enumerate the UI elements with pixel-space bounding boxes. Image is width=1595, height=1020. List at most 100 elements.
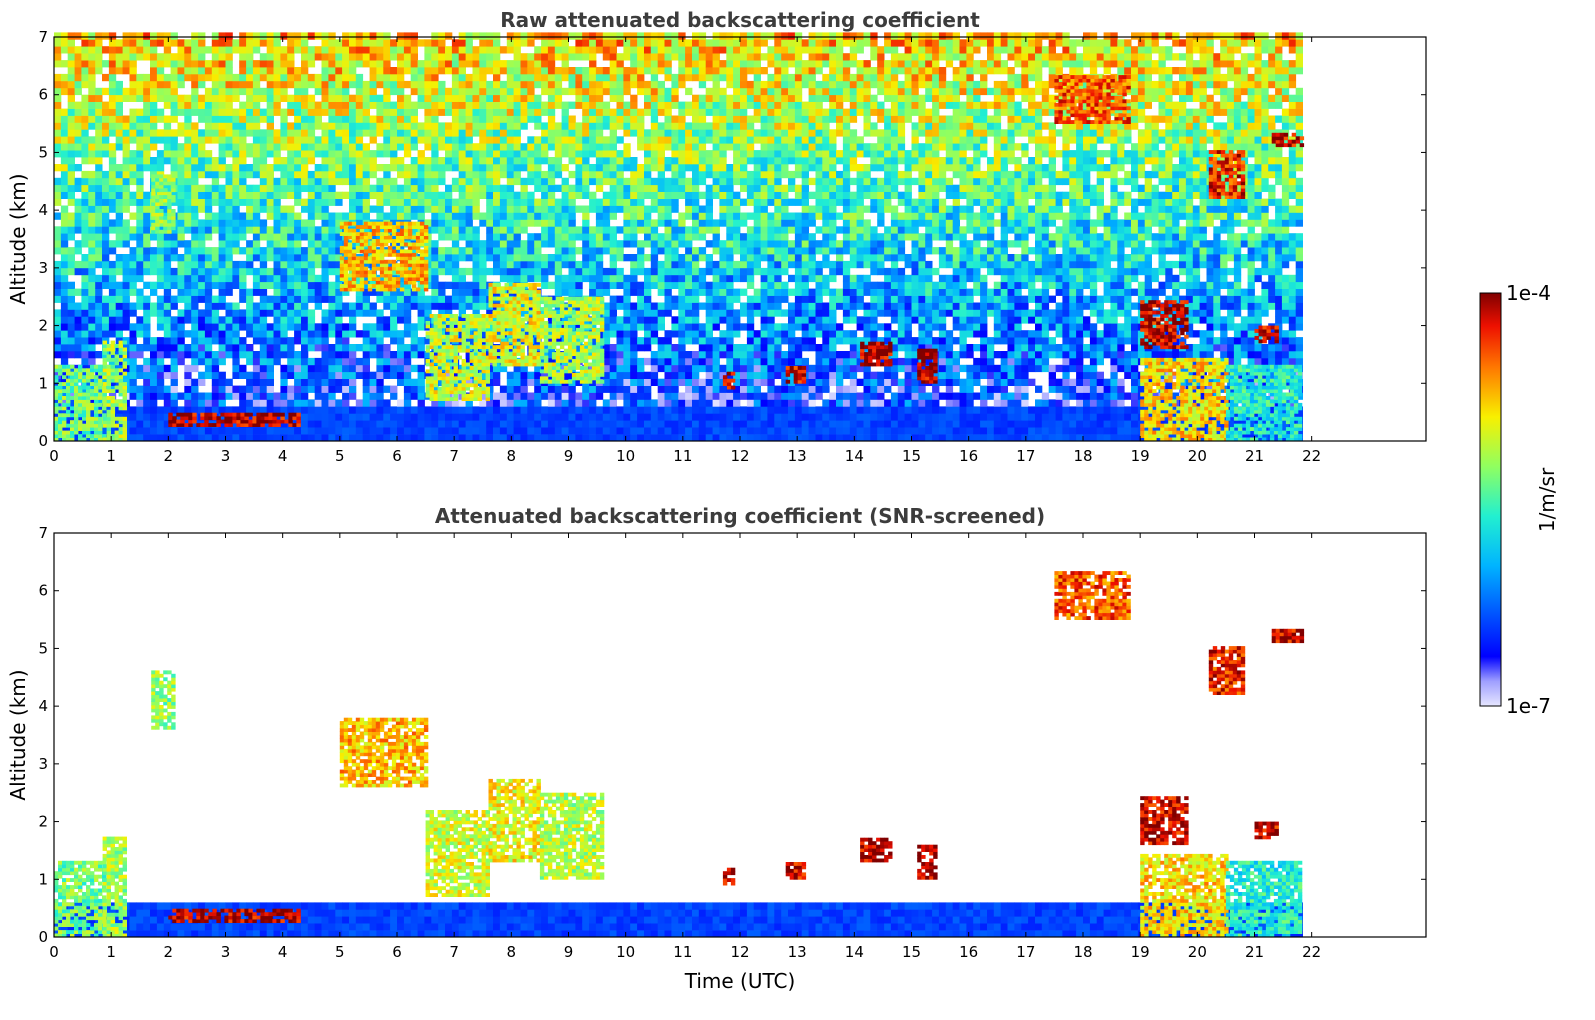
backscatter-cell — [664, 267, 672, 276]
backscatter-cell — [541, 157, 549, 165]
backscatter-cell — [307, 115, 316, 123]
backscatter-cell — [301, 371, 309, 379]
backscatter-cell — [156, 254, 165, 262]
backscatter-cell — [685, 108, 693, 116]
backscatter-cell — [479, 164, 487, 172]
backscatter-cell — [163, 364, 172, 373]
backscatter-cell — [486, 427, 494, 435]
backscatter-cell — [314, 150, 322, 158]
backscatter-cell — [232, 115, 240, 123]
backscatter-cell — [410, 198, 418, 206]
backscatter-cell — [698, 351, 707, 359]
backscatter-cell — [54, 87, 62, 96]
backscatter-cell — [692, 170, 700, 179]
backscatter-cell — [637, 420, 645, 428]
backscatter-cell — [602, 309, 611, 317]
backscatter-cell — [294, 87, 302, 96]
backscatter-cell — [225, 302, 233, 310]
backscatter-cell — [88, 357, 96, 366]
backscatter-cell — [95, 87, 103, 96]
backscatter-cell — [60, 226, 69, 234]
backscatter-cell — [534, 46, 542, 54]
backscatter-cell — [211, 406, 220, 414]
backscatter-cell — [506, 177, 515, 186]
backscatter-cell — [115, 309, 123, 317]
backscatter-cell — [266, 108, 274, 116]
backscatter-cell — [218, 413, 226, 421]
backscatter-cell — [664, 101, 672, 109]
backscatter-cell — [287, 60, 295, 68]
backscatter-cell — [225, 177, 233, 186]
backscatter-cell — [67, 295, 75, 303]
backscatter-cell — [397, 122, 405, 130]
backscatter-cell — [252, 150, 261, 158]
backscatter-cell — [355, 32, 364, 40]
backscatter-cell — [198, 191, 206, 199]
backscatter-cell — [362, 337, 370, 345]
backscatter-cell — [644, 32, 652, 40]
backscatter-cell — [685, 420, 693, 428]
backscatter-cell — [301, 233, 309, 241]
backscatter-cell — [678, 337, 686, 345]
backscatter-cell — [362, 302, 370, 310]
backscatter-cell — [671, 247, 679, 255]
backscatter-cell — [321, 212, 329, 220]
backscatter-cell — [637, 129, 645, 137]
backscatter-cell — [60, 247, 69, 255]
backscatter-cell — [198, 392, 206, 400]
backscatter-cell — [362, 198, 370, 206]
backscatter-cell — [259, 330, 268, 338]
backscatter-cell — [198, 101, 206, 109]
backscatter-cell — [431, 351, 439, 359]
backscatter-cell — [88, 281, 96, 289]
backscatter-cell — [81, 323, 89, 331]
backscatter-cell — [431, 60, 439, 68]
backscatter-cell — [445, 101, 453, 109]
backscatter-cell — [355, 60, 364, 68]
backscatter-cell — [287, 295, 295, 303]
backscatter-cell — [198, 351, 206, 359]
backscatter-cell — [595, 226, 604, 234]
backscatter-cell — [259, 191, 268, 199]
backscatter-cell — [143, 136, 151, 144]
backscatter-cell — [191, 288, 199, 296]
backscatter-cell — [287, 101, 295, 109]
backscatter-cell — [129, 378, 137, 386]
backscatter-cell — [184, 226, 192, 234]
backscatter-cell — [541, 80, 549, 89]
backscatter-cell — [349, 371, 357, 379]
backscatter-cell — [472, 427, 480, 435]
backscatter-cell — [685, 295, 693, 303]
backscatter-cell — [355, 226, 364, 234]
backscatter-cell — [410, 212, 418, 220]
backscatter-cell — [520, 212, 528, 220]
backscatter-cell — [218, 254, 226, 262]
backscatter-cell — [321, 274, 329, 283]
backscatter-cell — [184, 351, 192, 359]
backscatter-cell — [554, 46, 563, 54]
backscatter-cell — [595, 267, 604, 276]
backscatter-cell — [349, 67, 357, 75]
backscatter-cell — [95, 240, 103, 248]
backscatter-cell — [472, 53, 480, 61]
backscatter-cell — [232, 337, 240, 345]
backscatter-cell — [671, 371, 679, 379]
backscatter-cell — [650, 378, 659, 386]
backscatter-cell — [472, 212, 480, 220]
backscatter-cell — [568, 226, 576, 234]
backscatter-cell — [156, 434, 165, 442]
backscatter-cell — [650, 247, 659, 255]
backscatter-cell — [575, 226, 583, 234]
backscatter-cell — [163, 101, 172, 109]
backscatter-cell — [451, 226, 460, 234]
backscatter-cell — [609, 198, 617, 206]
backscatter-cell — [342, 371, 350, 379]
backscatter-cell — [390, 406, 398, 414]
backscatter-cell — [74, 302, 82, 310]
backscatter-cell — [259, 108, 268, 116]
backscatter-cell — [685, 247, 693, 255]
backscatter-cell — [431, 108, 439, 116]
backscatter-cell — [88, 288, 96, 296]
backscatter-cell — [136, 219, 144, 227]
backscatter-cell — [698, 205, 707, 213]
